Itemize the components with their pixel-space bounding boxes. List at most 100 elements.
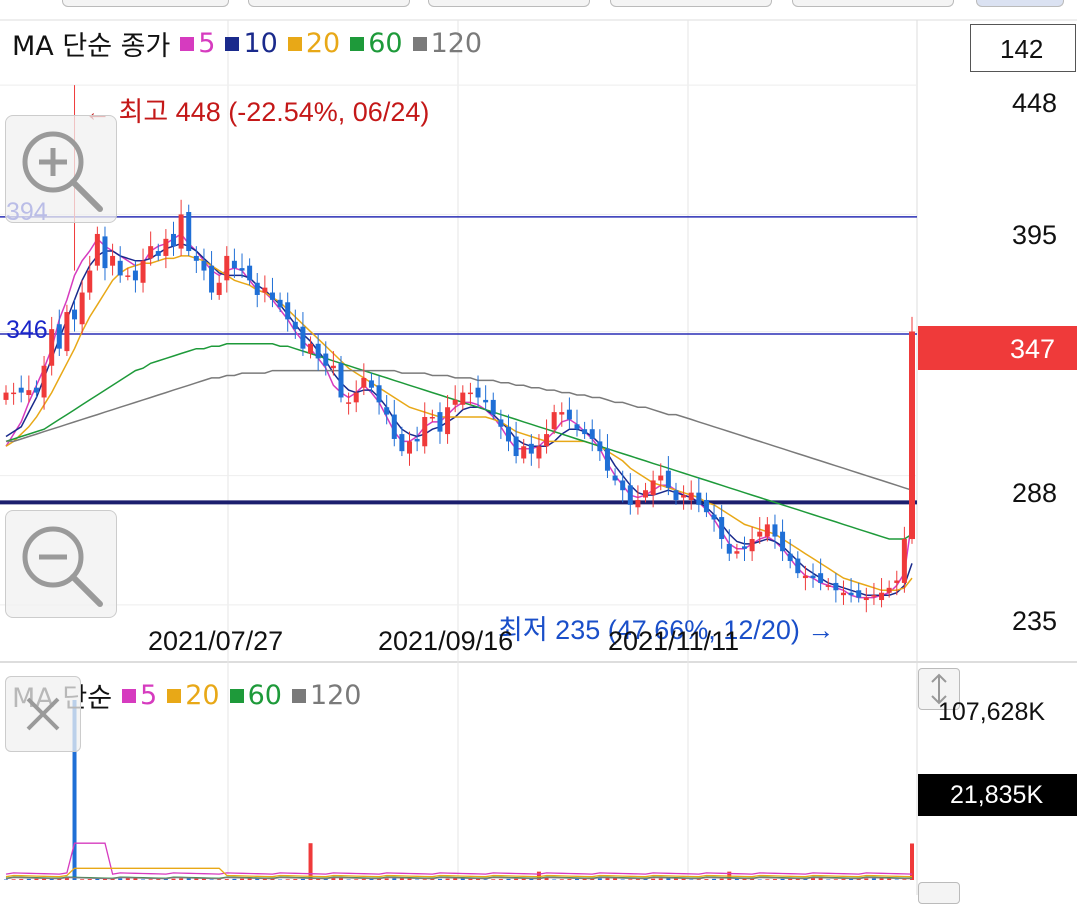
- candle-body-111: [848, 592, 854, 596]
- candle-body-84: [643, 490, 649, 498]
- volume-bar-58: [445, 878, 450, 880]
- volume-bar-103: [788, 878, 793, 880]
- price-box[interactable]: [970, 24, 1076, 72]
- volume-bar-59: [453, 878, 458, 880]
- candle-body-65: [498, 419, 504, 427]
- volume-bar-110: [841, 879, 846, 880]
- ma-line-60: [5, 343, 913, 540]
- candle-body-4: [33, 387, 39, 393]
- candle-body-36: [277, 299, 283, 308]
- resize-handle-button[interactable]: [918, 668, 960, 710]
- top-tab-3[interactable]: [428, 0, 590, 7]
- candle-body-69: [528, 443, 534, 454]
- volume-bar-25: [194, 878, 199, 880]
- candle-body-10: [79, 292, 85, 325]
- candle-body-106: [810, 575, 816, 579]
- date-label-0916: 2021/09/16: [378, 626, 514, 656]
- candle-body-87: [665, 470, 671, 488]
- volume-bar-60: [460, 878, 465, 880]
- main-ma-legend[interactable]: MA 단순 종가 5 10 20 60 120: [12, 24, 492, 63]
- volume-current-label: 21,835K: [950, 781, 1044, 809]
- volume-bar-4: [34, 878, 39, 880]
- candle-body-96: [734, 551, 740, 554]
- candle-body-57: [437, 412, 443, 432]
- resize-handle-bottom[interactable]: [918, 882, 960, 904]
- ma-line-5: [5, 233, 913, 599]
- volume-bar-57: [437, 878, 442, 880]
- top-tab-1[interactable]: [62, 0, 229, 7]
- candle-body-52: [399, 434, 405, 452]
- volume-bar-43: [331, 878, 336, 880]
- volume-bar-52: [399, 878, 404, 880]
- top-tab-4[interactable]: [610, 0, 772, 7]
- volume-bar-66: [506, 878, 511, 880]
- candle-body-32: [247, 265, 253, 281]
- volume-bar-5: [42, 878, 47, 880]
- candle-body-94: [719, 517, 725, 540]
- candle-body-1: [11, 392, 17, 395]
- zoom-out-button[interactable]: [5, 510, 117, 618]
- candle-body-31: [239, 268, 245, 271]
- volume-current-box: [918, 774, 1077, 816]
- last-candle-body: [909, 331, 915, 540]
- resize-vertical-icon: [931, 673, 947, 705]
- vol-legend-swatch-ma5: [122, 688, 137, 703]
- close-volume-button[interactable]: [5, 676, 81, 752]
- volume-bar-71: [544, 877, 549, 880]
- candle-body-25: [193, 255, 199, 261]
- vol-legend-swatch-ma120: [291, 688, 306, 703]
- volume-bar-48: [369, 878, 374, 880]
- candle-body-72: [551, 412, 557, 430]
- volume-bar-93: [712, 878, 717, 880]
- vol-legend-label-ma60: 60: [247, 680, 282, 711]
- ma-line-10: [5, 242, 913, 596]
- candle-body-23: [178, 214, 184, 249]
- volume-bar-53: [407, 877, 412, 880]
- volume-bar-67: [514, 878, 519, 880]
- volume-ma-line-120: [5, 876, 913, 880]
- candle-body-20: [155, 251, 161, 256]
- volume-bar-72: [552, 879, 557, 880]
- candle-body-74: [566, 409, 572, 420]
- top-tab-5[interactable]: [792, 0, 954, 7]
- candle-body-67: [513, 436, 519, 457]
- candle-body-104: [795, 558, 801, 574]
- price-tick-395: 395: [1012, 220, 1058, 250]
- price-tick-235: 235: [1012, 606, 1058, 636]
- candle-body-56: [429, 416, 435, 419]
- volume-bar-88: [673, 878, 678, 880]
- low-annotation: 최저 235 (47.66%, 12/20) →: [498, 615, 835, 645]
- volume-bar-74: [567, 879, 572, 880]
- volume-bar-0: [4, 879, 8, 880]
- candle-body-60: [460, 392, 466, 405]
- vol-legend-item-ma120: 120: [291, 680, 361, 711]
- zoom-in-button[interactable]: [5, 115, 117, 223]
- volume-bar-16: [125, 878, 130, 880]
- close-icon: [26, 697, 60, 731]
- candle-body-81: [620, 480, 626, 491]
- candle-body-11: [87, 270, 93, 293]
- candle-body-80: [612, 475, 618, 481]
- candle-body-15: [117, 260, 123, 276]
- volume-bar-19: [148, 879, 153, 880]
- volume-bar-56: [430, 879, 435, 880]
- volume-bar-76: [582, 878, 587, 880]
- volume-bar-8: [64, 877, 69, 880]
- candle-body-34: [262, 287, 268, 293]
- candle-body-62: [475, 387, 481, 398]
- candle-body-6: [49, 329, 55, 366]
- candle-body-19: [148, 246, 154, 259]
- candle-body-108: [825, 585, 831, 587]
- candle-body-43: [330, 365, 336, 369]
- volume-bar-46: [354, 879, 359, 880]
- top-tab-6[interactable]: [976, 0, 1064, 7]
- candle-body-83: [635, 499, 641, 508]
- candle-body-97: [742, 546, 748, 549]
- volume-bar-44: [338, 877, 343, 880]
- candle-body-50: [384, 407, 390, 415]
- candle-body-37: [285, 302, 291, 320]
- candle-body-49: [376, 385, 382, 403]
- top-tab-2[interactable]: [248, 0, 410, 7]
- volume-bar-31: [240, 878, 245, 880]
